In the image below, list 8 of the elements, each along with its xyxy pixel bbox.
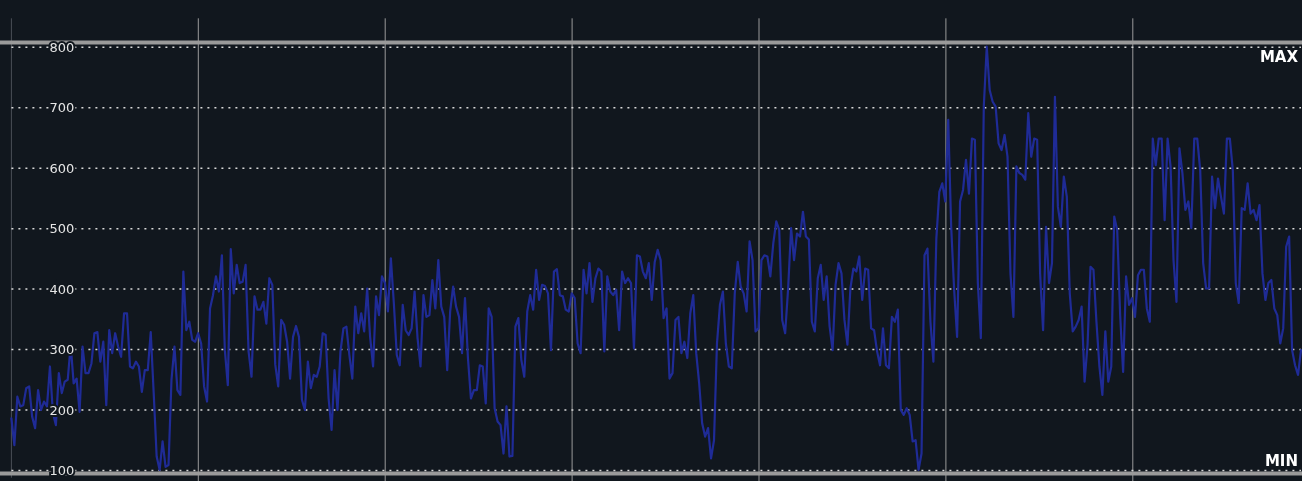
ref-line-label: MAX bbox=[1259, 48, 1299, 67]
y-tick-label: 500 bbox=[49, 221, 75, 237]
y-tick-label: 800 bbox=[49, 39, 75, 55]
y-tick-label: 600 bbox=[49, 160, 75, 176]
ref-line-label: MIN bbox=[1264, 452, 1298, 471]
y-tick-label: 100 bbox=[49, 463, 75, 478]
y-tick-label: 700 bbox=[49, 100, 75, 116]
y-tick-label: 400 bbox=[49, 281, 75, 297]
